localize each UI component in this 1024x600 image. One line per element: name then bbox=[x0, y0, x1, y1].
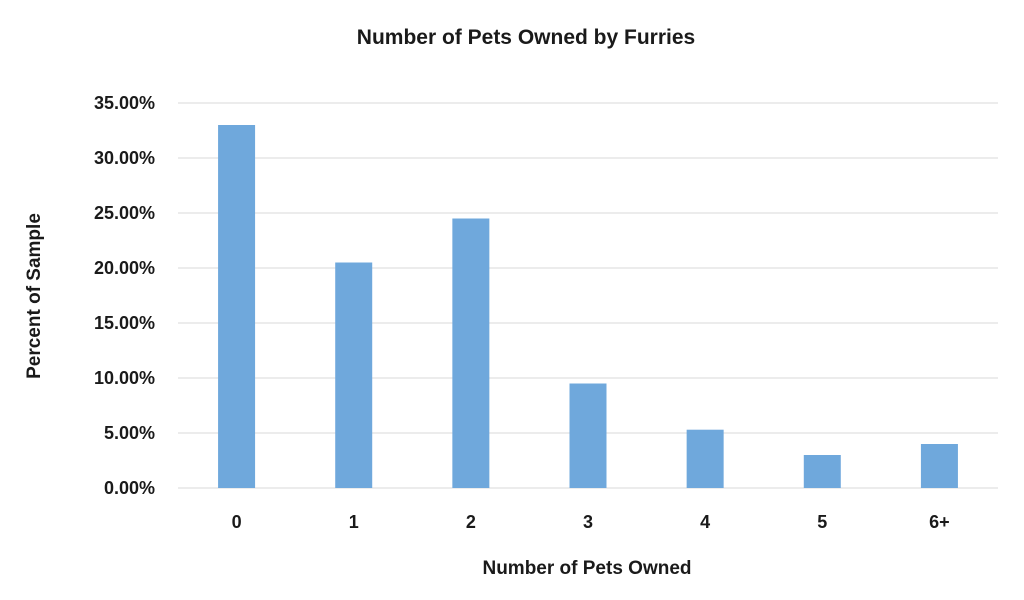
y-tick-label: 15.00% bbox=[94, 313, 155, 333]
x-tick-label: 2 bbox=[466, 512, 476, 532]
bar-4 bbox=[686, 429, 724, 488]
y-tick-label: 35.00% bbox=[94, 93, 155, 113]
bar-6+ bbox=[920, 444, 958, 488]
y-tick-label: 0.00% bbox=[104, 478, 155, 498]
bars bbox=[218, 125, 958, 488]
y-tick-label: 20.00% bbox=[94, 258, 155, 278]
y-axis-title: Percent of Sample bbox=[24, 213, 45, 379]
x-tick-label: 3 bbox=[583, 512, 593, 532]
bar-2 bbox=[452, 218, 490, 488]
bar-5 bbox=[803, 455, 841, 488]
y-tick-label: 30.00% bbox=[94, 148, 155, 168]
bar-1 bbox=[335, 262, 373, 488]
chart-title: Number of Pets Owned by Furries bbox=[357, 26, 695, 49]
x-tick-label: 5 bbox=[817, 512, 827, 532]
y-tick-label: 5.00% bbox=[104, 423, 155, 443]
x-tick-label: 0 bbox=[232, 512, 242, 532]
x-axis-title: Number of Pets Owned bbox=[482, 558, 691, 579]
gridlines bbox=[178, 102, 998, 489]
y-tick-label: 25.00% bbox=[94, 203, 155, 223]
x-tick-label: 6+ bbox=[929, 512, 950, 532]
y-tick-label: 10.00% bbox=[94, 368, 155, 388]
y-axis-ticks: 0.00% 5.00% 10.00% 15.00% 20.00% 25.00% 30.00%… bbox=[94, 93, 155, 498]
x-tick-label: 4 bbox=[700, 512, 710, 532]
x-tick-label: 1 bbox=[349, 512, 359, 532]
bar-0 bbox=[218, 125, 256, 488]
bar-3 bbox=[569, 383, 607, 488]
x-axis-ticks: 0 1 2 3 4 5 6+ bbox=[232, 512, 950, 532]
